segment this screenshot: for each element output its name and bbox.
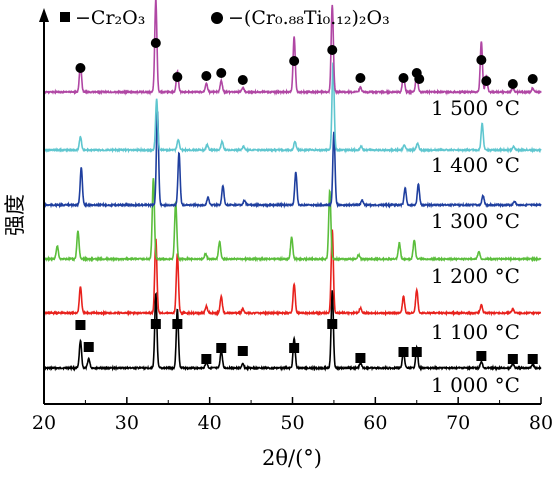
- trace-1500c: [43, 0, 542, 96]
- cr2o3-square-marker: [398, 347, 409, 357]
- x-tick-label: 80: [529, 412, 553, 434]
- crti-oxide-circle-marker: [327, 45, 338, 55]
- temperature-label: 1 100 °C: [431, 320, 520, 344]
- trace-1300c: [43, 109, 542, 209]
- cr2o3-square-marker: [289, 343, 300, 353]
- x-tick-label: 60: [363, 412, 387, 434]
- cr2o3-square-marker: [201, 354, 212, 364]
- legend-label-cr2o3: −Cr₂O₃: [75, 7, 145, 29]
- crti-oxide-circle-marker: [355, 73, 366, 83]
- cr2o3-square-marker: [172, 319, 183, 329]
- legend-label-crti-oxide: −(Cr₀.₈₈Ti₀.₁₂)₂O₃: [228, 7, 390, 29]
- y-axis-arrowhead: [39, 8, 49, 22]
- cr2o3-square-marker: [150, 319, 161, 329]
- x-tick-label: 70: [446, 412, 470, 434]
- cr2o3-square-marker: [476, 351, 487, 361]
- x-tick-label: 50: [280, 412, 304, 434]
- temperature-label: 1 200 °C: [431, 264, 520, 288]
- cr2o3-square-marker: [83, 342, 94, 352]
- legend: −Cr₂O₃ −(Cr₀.₈₈Ti₀.₁₂)₂O₃: [60, 7, 390, 29]
- temperature-label: 1 500 °C: [431, 96, 520, 120]
- trace-1000c: [43, 290, 542, 372]
- x-tick-label: 30: [115, 412, 139, 434]
- marker-group: [75, 38, 538, 364]
- cr2o3-square-marker: [527, 354, 538, 364]
- x-axis-ticks: 20 30 40 50 60 70 80: [32, 397, 553, 434]
- cr2o3-square-marker: [237, 346, 248, 356]
- crti-oxide-circle-marker: [201, 71, 212, 81]
- crti-oxide-circle-marker: [527, 74, 538, 84]
- y-axis-title: 强度: [3, 194, 27, 236]
- cr2o3-square-marker: [355, 353, 366, 363]
- legend-square-marker: [60, 12, 70, 22]
- trace-1200c: [43, 178, 542, 263]
- legend-circle-marker: [211, 12, 223, 24]
- x-axis-title: 2θ/(°): [262, 446, 322, 470]
- trace-1100c: [43, 229, 542, 317]
- x-tick-label: 20: [32, 412, 56, 434]
- temperature-label: 1 000 °C: [431, 373, 520, 397]
- trace-group: [43, 0, 542, 372]
- cr2o3-square-marker: [411, 347, 422, 357]
- crti-oxide-circle-marker: [476, 55, 487, 65]
- crti-oxide-circle-marker: [289, 56, 300, 66]
- crti-oxide-circle-marker: [481, 76, 492, 86]
- temperature-label: 1 300 °C: [431, 209, 520, 233]
- crti-oxide-circle-marker: [75, 63, 86, 73]
- crti-oxide-circle-marker: [507, 79, 518, 89]
- crti-oxide-circle-marker: [414, 74, 425, 84]
- crti-oxide-circle-marker: [398, 73, 409, 83]
- crti-oxide-circle-marker: [216, 68, 227, 78]
- cr2o3-square-marker: [216, 343, 227, 353]
- cr2o3-square-marker: [507, 354, 518, 364]
- cr2o3-square-marker: [75, 320, 86, 330]
- crti-oxide-circle-marker: [150, 38, 161, 48]
- temperature-label-group: 1 000 °C 1 100 °C 1 200 °C 1 300 °C 1 400 °C…: [431, 96, 520, 397]
- crti-oxide-circle-marker: [237, 75, 248, 85]
- cr2o3-square-marker: [327, 319, 338, 329]
- x-tick-label: 40: [198, 412, 222, 434]
- trace-1400c: [43, 62, 542, 154]
- crti-oxide-circle-marker: [172, 72, 183, 82]
- temperature-label: 1 400 °C: [431, 153, 520, 177]
